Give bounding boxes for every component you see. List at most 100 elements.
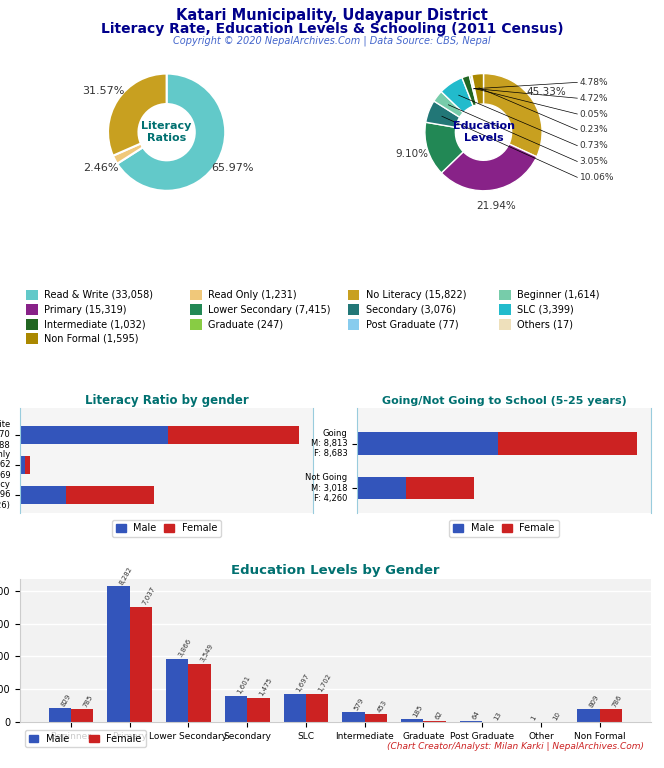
Text: Read & Write (33,058): Read & Write (33,058) [44,290,153,300]
FancyBboxPatch shape [499,304,511,315]
Legend: Male, Female: Male, Female [25,730,145,747]
Text: 7,037: 7,037 [141,585,156,606]
Wedge shape [425,122,463,173]
Text: Graduate (247): Graduate (247) [208,319,283,329]
FancyBboxPatch shape [348,319,359,329]
Text: Literacy
Ratios: Literacy Ratios [141,121,192,143]
Wedge shape [483,74,542,157]
Text: 2.46%: 2.46% [83,163,118,173]
Text: 21.94%: 21.94% [476,201,516,211]
Text: Literacy Rate, Education Levels & Schooling (2011 Census): Literacy Rate, Education Levels & School… [101,22,563,35]
FancyBboxPatch shape [348,290,359,300]
Bar [578,709,600,722]
Bar [225,696,247,722]
Bar [343,713,365,722]
Text: Others (17): Others (17) [517,319,573,329]
FancyBboxPatch shape [27,304,38,315]
Text: Read Only (1,231): Read Only (1,231) [208,290,297,300]
Text: 62: 62 [435,710,444,720]
Bar [189,664,210,722]
Bar [284,694,306,722]
Bar [401,719,424,722]
Text: Post Graduate (77): Post Graduate (77) [366,319,458,329]
Bar [406,477,473,499]
FancyBboxPatch shape [27,333,38,344]
Bar [166,658,189,722]
Text: 1: 1 [530,714,537,721]
Text: 64: 64 [471,710,481,720]
Text: Secondary (3,076): Secondary (3,076) [366,305,456,315]
Text: 0.73%: 0.73% [580,141,608,151]
Text: 829: 829 [60,693,72,707]
Bar [66,486,153,504]
Text: Education
Levels: Education Levels [452,121,515,143]
Bar [20,425,169,444]
Wedge shape [442,144,537,190]
Text: 453: 453 [376,700,388,713]
Text: 10.06%: 10.06% [580,173,614,182]
Bar [129,607,152,722]
Text: 1,475: 1,475 [258,677,274,697]
Bar [247,698,270,722]
Text: 786: 786 [611,694,623,708]
Wedge shape [471,74,483,104]
Text: 1,697: 1,697 [295,673,310,694]
Bar [424,721,446,722]
Text: 4.78%: 4.78% [580,78,608,87]
Wedge shape [434,91,463,118]
Bar [25,456,31,474]
Bar [460,721,482,722]
Text: Non Formal (1,595): Non Formal (1,595) [44,334,138,344]
Text: No Literacy (15,822): No Literacy (15,822) [366,290,466,300]
Wedge shape [471,74,478,104]
Bar [20,486,66,504]
Title: Literacy Ratio by gender: Literacy Ratio by gender [85,394,248,406]
Bar [498,432,637,455]
FancyBboxPatch shape [191,290,202,300]
Text: 579: 579 [353,697,365,712]
Bar [108,586,129,722]
Text: 65.97%: 65.97% [211,164,254,174]
Text: Lower Secondary (7,415): Lower Secondary (7,415) [208,305,331,315]
Wedge shape [117,74,225,190]
Text: 185: 185 [412,703,424,718]
Text: 31.57%: 31.57% [82,86,125,96]
Text: 3,866: 3,866 [177,637,193,658]
Text: 3,549: 3,549 [200,643,214,663]
Text: 4.72%: 4.72% [580,94,608,103]
Text: 1,702: 1,702 [317,673,333,694]
Text: 785: 785 [82,694,94,708]
Wedge shape [113,144,143,164]
Bar [365,714,387,722]
Legend: Male, Female: Male, Female [112,520,221,538]
Bar [600,709,622,722]
Text: Copyright © 2020 NepalArchives.Com | Data Source: CBS, Nepal: Copyright © 2020 NepalArchives.Com | Dat… [173,35,491,46]
Text: 0.23%: 0.23% [580,125,608,134]
Bar [71,709,93,722]
Text: (Chart Creator/Analyst: Milan Karki | NepalArchives.Com): (Chart Creator/Analyst: Milan Karki | Ne… [387,742,645,751]
Bar [20,456,25,474]
Bar [169,425,299,444]
Legend: Male, Female: Male, Female [450,520,558,538]
Bar [357,477,406,499]
Text: Intermediate (1,032): Intermediate (1,032) [44,319,145,329]
Text: 0.05%: 0.05% [580,110,608,118]
Text: 10: 10 [552,710,562,721]
Text: 1,601: 1,601 [236,674,252,695]
FancyBboxPatch shape [499,290,511,300]
Text: 9.10%: 9.10% [395,149,428,159]
Bar [306,694,328,722]
FancyBboxPatch shape [27,290,38,300]
Wedge shape [441,78,473,113]
Wedge shape [469,75,477,105]
Text: 8,282: 8,282 [118,565,133,585]
Wedge shape [108,74,167,156]
Wedge shape [462,75,477,106]
FancyBboxPatch shape [27,319,38,329]
Text: 45.33%: 45.33% [527,87,566,97]
Bar [357,432,498,455]
Text: 3.05%: 3.05% [580,157,608,166]
Text: Beginner (1,614): Beginner (1,614) [517,290,600,300]
FancyBboxPatch shape [499,319,511,329]
Title: Education Levels by Gender: Education Levels by Gender [231,564,440,577]
